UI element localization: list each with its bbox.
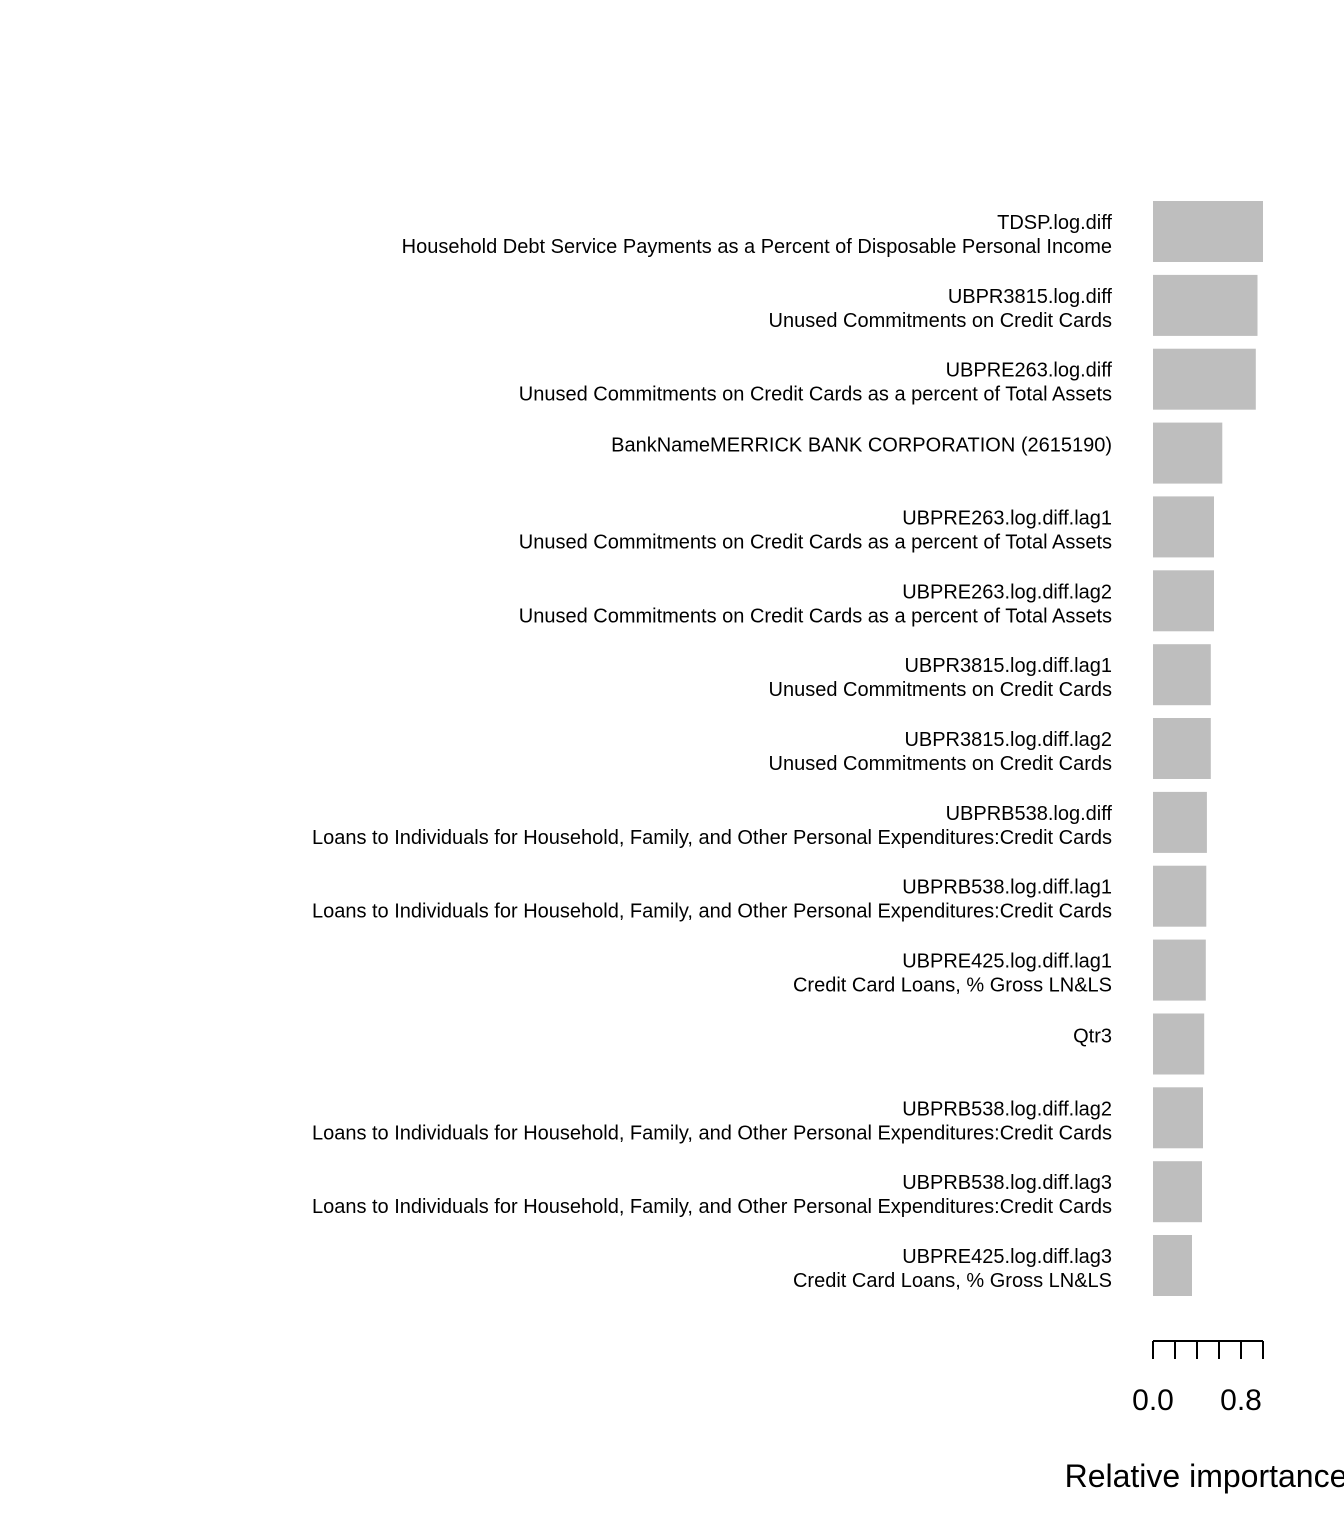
bar: [1153, 201, 1263, 262]
bar: [1153, 1235, 1192, 1296]
bar-label-name: BankNameMERRICK BANK CORPORATION (261519…: [611, 435, 1112, 457]
bar-label-description: Unused Commitments on Credit Cards: [769, 753, 1112, 775]
bar-label-name: UBPRE425.log.diff.lag1: [902, 951, 1112, 973]
bar-label-description: Household Debt Service Payments as a Per…: [402, 236, 1112, 258]
bar-label-description: Loans to Individuals for Household, Fami…: [312, 901, 1112, 923]
bar-label-name: UBPRB538.log.diff.lag2: [902, 1098, 1112, 1120]
bar-label-description: Unused Commitments on Credit Cards as a …: [519, 531, 1112, 553]
x-tick-label: 0.8: [1220, 1384, 1262, 1417]
bar: [1153, 1013, 1205, 1075]
x-axis-title: Relative importance: [1065, 1458, 1344, 1494]
bar: [1153, 348, 1256, 410]
bar: [1153, 496, 1214, 558]
bar-label-name: UBPRE425.log.diff.lag3: [902, 1246, 1112, 1268]
bar-label-description: Credit Card Loans, % Gross LN&LS: [793, 1270, 1112, 1292]
bar-label-description: Credit Card Loans, % Gross LN&LS: [793, 975, 1112, 997]
bar: [1153, 1161, 1202, 1223]
bar-label-name: UBPR3815.log.diff: [948, 286, 1113, 308]
bar-label-name: UBPRE263.log.diff: [946, 360, 1113, 382]
bar-label-description: Unused Commitments on Credit Cards: [769, 310, 1112, 332]
bar-label-description: Unused Commitments on Credit Cards as a …: [519, 605, 1112, 627]
bar-label-name: UBPR3815.log.diff.lag2: [904, 729, 1112, 751]
bar: [1153, 570, 1214, 632]
bar-label-description: Loans to Individuals for Household, Fami…: [312, 827, 1112, 849]
bar-label-description: Unused Commitments on Credit Cards: [769, 679, 1112, 701]
x-tick-label: 0.0: [1132, 1384, 1174, 1417]
x-axis: 0.0 0.8: [1132, 1340, 1264, 1417]
bars-layer: [1153, 201, 1263, 1296]
bar: [1153, 865, 1207, 927]
bar: [1153, 1087, 1203, 1149]
bar: [1153, 718, 1211, 779]
bar: [1153, 791, 1207, 853]
bar-label-name: UBPR3815.log.diff.lag1: [904, 655, 1112, 677]
bar: [1153, 422, 1223, 484]
bar-label-name: UBPRB538.log.diff: [946, 803, 1113, 825]
bar-label-name: UBPRB538.log.diff.lag3: [902, 1172, 1112, 1194]
bar-label-name: UBPRE263.log.diff.lag1: [902, 507, 1112, 529]
bar-label-description: Unused Commitments on Credit Cards as a …: [519, 384, 1112, 406]
bar-label-name: TDSP.log.diff: [997, 212, 1112, 234]
bar-label-name: Qtr3: [1073, 1026, 1112, 1048]
bar-label-name: UBPRE263.log.diff.lag2: [902, 581, 1112, 603]
bar-label-description: Loans to Individuals for Household, Fami…: [312, 1122, 1112, 1144]
bar-label-name: UBPRB538.log.diff.lag1: [902, 877, 1112, 899]
bar: [1153, 939, 1206, 1001]
bar-label-description: Loans to Individuals for Household, Fami…: [312, 1196, 1112, 1218]
bar: [1153, 274, 1258, 336]
bar: [1153, 644, 1211, 706]
